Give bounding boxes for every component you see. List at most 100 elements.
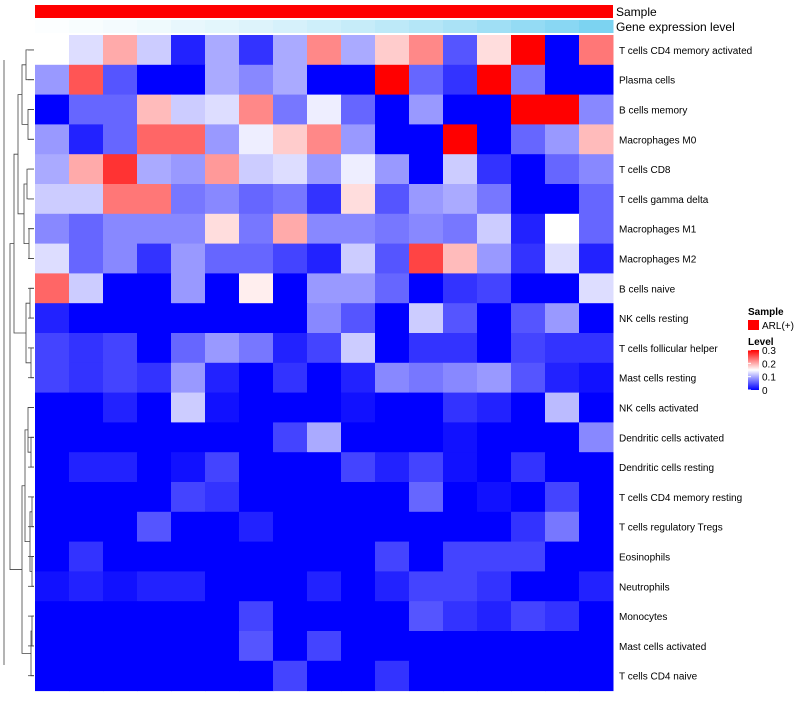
heatmap-cell [579, 124, 614, 155]
heatmap-cell [477, 154, 512, 185]
heatmap-cell [409, 333, 444, 364]
heatmap-cell [239, 422, 274, 453]
heatmap-cell [443, 571, 478, 602]
dendrogram-branch [24, 429, 30, 542]
heatmap-cell [307, 422, 342, 453]
heatmap-cell [137, 511, 172, 543]
heatmap-cell [307, 333, 342, 364]
heatmap-cell [511, 541, 546, 572]
gene-expression-track-cell [409, 20, 444, 33]
heatmap-cell [409, 571, 444, 602]
heatmap-cell [35, 124, 70, 155]
heatmap-cell [409, 35, 444, 66]
row-label: T cells gamma delta [619, 195, 709, 206]
heatmap-cell [545, 571, 580, 602]
row-dendrogram [3, 49, 34, 677]
row-label: Eosinophils [619, 553, 670, 564]
heatmap-cell [443, 64, 478, 96]
heatmap-cell [69, 601, 104, 632]
heatmap-cell [273, 422, 308, 453]
heatmap-cell [477, 243, 512, 274]
heatmap-cell [273, 303, 308, 334]
heatmap-cell [273, 452, 308, 483]
dendrogram-branch [27, 109, 34, 140]
heatmap-cell [409, 601, 444, 632]
heatmap-cell [273, 243, 308, 274]
heatmap-cell [477, 511, 512, 543]
heatmap-cell [273, 213, 308, 245]
heatmap-cell [511, 631, 546, 662]
gene-expression-track-cell [137, 20, 172, 33]
heatmap-cell [171, 303, 206, 334]
heatmap-cell [341, 64, 376, 96]
dendrogram-branch [17, 94, 24, 215]
heatmap-cell [375, 243, 410, 274]
heatmap-cell [35, 184, 70, 215]
heatmap-cell [409, 511, 444, 543]
gene-expression-track-cell [579, 20, 614, 33]
heatmap-cell [511, 571, 546, 602]
heatmap-cell [137, 35, 172, 66]
legend-sample-title: Sample [748, 307, 784, 318]
heatmap-cell [477, 94, 512, 125]
heatmap-cell [103, 243, 138, 274]
heatmap-cell [307, 392, 342, 423]
heatmap-cell [579, 541, 614, 572]
heatmap-cell [579, 243, 614, 274]
heatmap-cell [205, 362, 240, 394]
heatmap-cell [545, 273, 580, 304]
heatmap-cell [273, 392, 308, 423]
heatmap-cell [443, 94, 478, 125]
dendrogram-branch [31, 615, 34, 647]
heatmap-cell [443, 392, 478, 423]
row-label: Mast cells resting [619, 374, 696, 385]
heatmap-cell [375, 213, 410, 245]
heatmap-cell [545, 124, 580, 155]
heatmap-cell [545, 452, 580, 483]
gene-expression-track-cell [443, 20, 478, 33]
heatmap-cell [103, 154, 138, 185]
heatmap-cell [443, 482, 478, 513]
heatmap-cell [477, 452, 512, 483]
heatmap-cell [545, 213, 580, 245]
gene-expression-track-cell [375, 20, 410, 33]
heatmap-cell [477, 392, 512, 423]
heatmap-cell [341, 452, 376, 483]
heatmap-cell [443, 154, 478, 185]
heatmap-cell [511, 154, 546, 185]
heatmap-cell [511, 273, 546, 304]
heatmap-cell [69, 362, 104, 394]
heatmap-cell [511, 660, 546, 692]
heatmap-cell [579, 482, 614, 513]
heatmap-cell [171, 35, 206, 66]
heatmap-cell [137, 154, 172, 185]
dendrogram-branch [30, 347, 34, 379]
heatmap-cell [239, 571, 274, 602]
heatmap-cell [341, 184, 376, 215]
heatmap-cell [239, 601, 274, 632]
heatmap-cell [137, 333, 172, 364]
heatmap-cell [579, 660, 614, 692]
dendrogram-branch [30, 630, 34, 677]
heatmap-cell [103, 303, 138, 334]
heatmap-cell [375, 571, 410, 602]
heatmap-cell [545, 243, 580, 274]
heatmap-cell [171, 422, 206, 453]
heatmap-cell [545, 422, 580, 453]
heatmap-cell [171, 452, 206, 483]
heatmap-cell [477, 124, 512, 155]
heatmap-cell [409, 184, 444, 215]
heatmap-cell [443, 243, 478, 274]
heatmap-cell [69, 35, 104, 66]
heatmap-cell [409, 243, 444, 274]
heatmap-cell [307, 362, 342, 394]
heatmap-cell [341, 511, 376, 543]
heatmap-cell [205, 482, 240, 513]
dendrogram-branch [29, 287, 34, 319]
heatmap-cell [375, 362, 410, 394]
heatmap-cell [205, 124, 240, 155]
heatmap-cell [239, 333, 274, 364]
heatmap-cell [35, 541, 70, 572]
heatmap-cell [171, 482, 206, 513]
heatmap-cell [35, 631, 70, 662]
